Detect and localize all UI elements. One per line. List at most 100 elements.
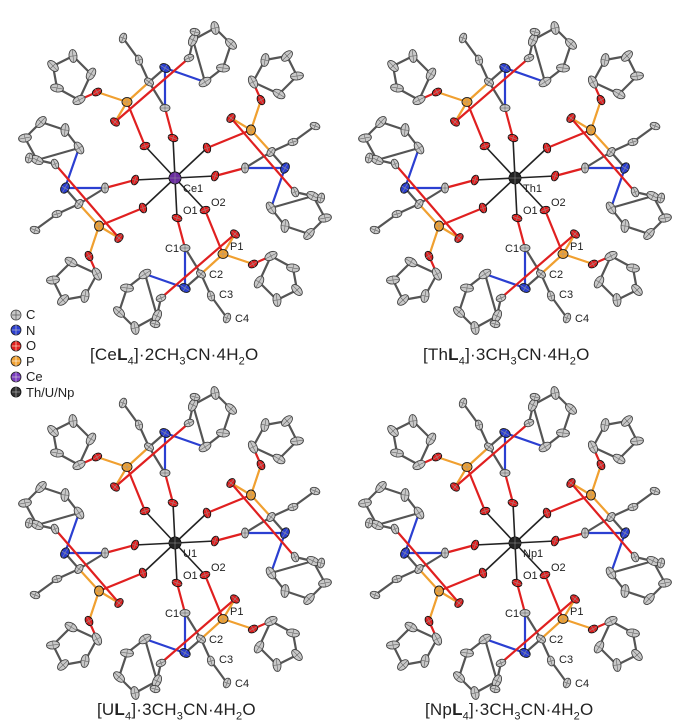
atom-c-Cc — [391, 209, 403, 219]
atom-c-ph3-axis-b — [116, 673, 122, 681]
atom-c-ph1 — [73, 141, 85, 155]
atom-c-ph5 — [30, 519, 44, 531]
atom-c-ph4-axis-b — [551, 26, 559, 30]
atom-c-pp3-axis-b — [49, 63, 57, 69]
atom-c-pp5-axis-b — [255, 279, 263, 285]
atom-c-q1-axis-b — [391, 527, 399, 531]
atom-c-pp1 — [431, 267, 443, 281]
atom-c-pp4 — [408, 414, 418, 428]
atom-c-ph3 — [453, 671, 465, 683]
caption-ce: [CeL4]·2CH3CN·4H2O — [90, 345, 259, 368]
atom-c-Cc — [134, 54, 144, 66]
atom-p — [461, 462, 473, 472]
atom-c-Cd-axis-b — [653, 122, 657, 130]
atom-c-ph2 — [120, 283, 134, 293]
legend-swatch-actinide — [10, 386, 22, 398]
bond-N-ph1 — [143, 272, 187, 290]
atom-c-pp3-axis-b — [49, 428, 57, 434]
atom-c-ph4 — [358, 498, 372, 508]
bond-Oe-q1 — [499, 232, 577, 300]
atom-c-ph3-axis-b — [645, 231, 653, 237]
atom-c-Cb — [144, 77, 154, 87]
atom-c-pp3-axis-b — [624, 417, 630, 425]
atom-od — [596, 94, 606, 106]
legend-label-ce: Ce — [26, 369, 43, 384]
atom-c-Cd-axis-b — [563, 316, 571, 320]
atom-c-ph2-axis-b — [126, 648, 128, 658]
bond-O1-Ca — [443, 178, 477, 190]
label-o1: O1 — [523, 570, 538, 582]
atom-c-Cc-axis-b — [55, 210, 59, 218]
atom-od-axis-b — [435, 88, 439, 96]
bond-m-o2 — [482, 177, 516, 209]
atom-c-Cc — [51, 209, 63, 219]
atom-c-Cb — [144, 442, 154, 452]
atom-od-axis-b — [435, 453, 439, 461]
atom-c-pp1 — [431, 632, 443, 646]
bond-m-o1 — [134, 542, 176, 546]
atom-c-pp2 — [286, 263, 300, 273]
atom-c-ph5-axis-b — [529, 38, 537, 42]
atom-c-Cc-axis-b — [547, 659, 555, 663]
atom-c-ph4-axis-b — [551, 391, 559, 395]
atom-c-Cd — [222, 677, 232, 689]
atom-c-q2-axis-b — [533, 393, 537, 401]
atom-c-pp4-axis-b — [408, 420, 418, 422]
atom-oe-axis-b — [228, 480, 234, 486]
atom-c-ph2 — [620, 219, 630, 233]
atom-c-pp3-axis-b — [293, 287, 301, 293]
atom-c-ph1-axis-b — [267, 570, 275, 576]
bond-ph5-ph1 — [609, 194, 655, 210]
atom-p — [94, 220, 104, 232]
atom-c-pp5 — [612, 88, 626, 100]
atom-o1 — [470, 174, 480, 186]
atom-c-pp2-axis-b — [632, 629, 634, 637]
atom-c-q1-axis-b — [291, 190, 299, 194]
atom-c-Cb-axis-b — [416, 201, 422, 207]
atom-c-ph3 — [453, 306, 465, 318]
atom-c-ph2-axis-b — [280, 590, 290, 592]
atom-o2-axis-b — [139, 206, 147, 210]
bond-N-ph1 — [483, 637, 527, 655]
legend-label-actinide: Th/U/Np — [26, 384, 75, 400]
atom-od — [84, 615, 94, 627]
atom-c-pp4-axis-b — [636, 436, 638, 446]
atom-c-pp3 — [397, 659, 409, 671]
atom-oe-axis-b — [456, 235, 462, 241]
atom-c-pp4 — [68, 49, 78, 63]
atom-p — [434, 220, 444, 232]
atom-p — [217, 249, 229, 259]
atom-c-ph2 — [556, 428, 570, 438]
atom-od — [91, 87, 103, 97]
atom-oe — [450, 117, 460, 127]
atom-c-Cc — [546, 290, 556, 302]
atom-p — [121, 462, 133, 472]
ligand-arm-3 — [387, 21, 577, 179]
ligand-arm-1 — [113, 542, 303, 700]
atom-c-ph5-axis-b — [493, 314, 501, 318]
ligand-arm-4 — [174, 50, 332, 240]
bond-m-o1 — [514, 542, 518, 584]
atom-c-q2 — [24, 152, 34, 164]
atom-c-ph1-axis-b — [607, 570, 615, 576]
atom-c-q1 — [183, 418, 195, 428]
atom-c-ph4 — [318, 578, 332, 588]
ligand-arm-4 — [514, 50, 672, 240]
atom-c-pp4 — [630, 71, 644, 81]
atom-c-pp4-axis-b — [272, 664, 282, 666]
atom-c-ph4 — [18, 498, 32, 508]
atom-c-pp5 — [425, 432, 437, 446]
atom-c-pp1-axis-b — [249, 79, 257, 85]
bond-O1-Ca — [163, 471, 175, 505]
atom-c-Cb — [414, 199, 424, 209]
atom-c-pp5-axis-b — [595, 279, 603, 285]
atom-p — [246, 124, 256, 136]
atom-c-pp2-axis-b — [421, 295, 429, 297]
bond-O1-Ca — [163, 106, 175, 140]
atom-c-pp2-axis-b — [292, 629, 294, 637]
bond-Oe-q1 — [393, 162, 461, 240]
bond-m-o1 — [474, 177, 516, 181]
atom-c-pp2-axis-b — [396, 449, 398, 457]
atom-o1 — [167, 133, 179, 143]
